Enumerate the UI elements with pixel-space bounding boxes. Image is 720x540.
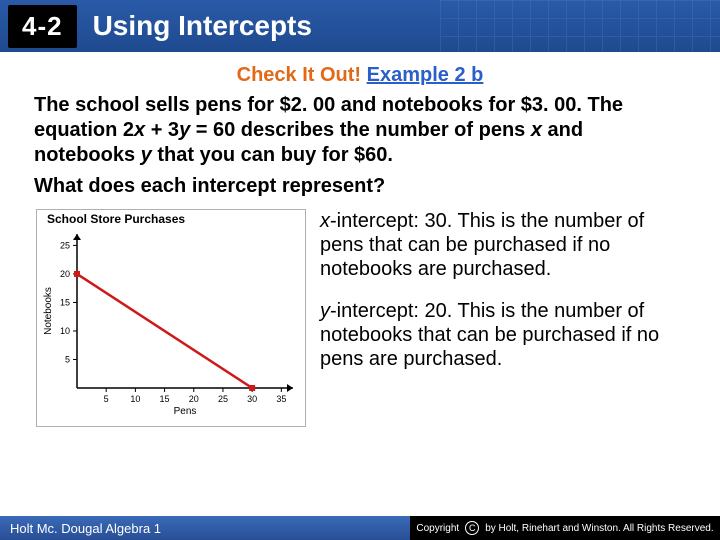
svg-text:5: 5 <box>65 354 70 364</box>
slide-footer: Holt Mc. Dougal Algebra 1 Copyright C by… <box>0 516 720 540</box>
slide-content: Check It Out! Example 2 b The school sel… <box>0 52 720 427</box>
y-intercept-text: -intercept: 20. This is the number of no… <box>320 300 659 370</box>
copyright-text: by Holt, Rinehart and Winston. All Right… <box>485 523 713 534</box>
check-it-out-heading: Check It Out! Example 2 b <box>30 64 690 87</box>
svg-text:Pens: Pens <box>174 406 197 417</box>
svg-text:25: 25 <box>218 394 228 404</box>
svg-text:25: 25 <box>60 240 70 250</box>
slide-title: Using Intercepts <box>93 10 312 42</box>
svg-text:15: 15 <box>160 394 170 404</box>
svg-text:10: 10 <box>60 326 70 336</box>
var-y: y <box>141 144 152 166</box>
var-x: x <box>531 119 542 141</box>
var-x: x <box>134 119 145 141</box>
problem-part: + 3 <box>145 119 179 141</box>
line-chart: 5 10 15 20 25 30 35 5 10 15 20 25 Pens Notebooks <box>41 228 301 418</box>
copyright-icon: C <box>465 521 479 535</box>
check-label: Check It Out! <box>237 64 361 86</box>
var-x: x <box>320 210 330 232</box>
slide-header: 4-2 Using Intercepts <box>0 0 720 52</box>
answers-block: x-intercept: 30. This is the number of p… <box>320 209 684 427</box>
copyright-label: Copyright <box>416 523 459 534</box>
svg-text:20: 20 <box>189 394 199 404</box>
question-text: What does each intercept represent? <box>34 174 686 199</box>
x-intercept-text: -intercept: 30. This is the number of pe… <box>320 210 644 280</box>
problem-part: that you can buy for $60. <box>152 144 393 166</box>
svg-text:15: 15 <box>60 297 70 307</box>
chart-title: School Store Purchases <box>41 212 301 226</box>
header-grid-decoration <box>440 0 720 52</box>
svg-text:30: 30 <box>247 394 257 404</box>
svg-text:20: 20 <box>60 269 70 279</box>
footer-brand: Holt Mc. Dougal Algebra 1 <box>0 516 410 540</box>
chart-container: School Store Purchases 5 10 15 20 25 30 35 5 10 1… <box>36 209 306 427</box>
var-y: y <box>179 119 190 141</box>
problem-part: = 60 describes the number of pens <box>190 119 531 141</box>
problem-text: The school sells pens for $2. 00 and not… <box>34 93 686 168</box>
svg-text:35: 35 <box>276 394 286 404</box>
y-intercept-answer: y-intercept: 20. This is the number of n… <box>320 299 684 371</box>
var-y: y <box>320 300 330 322</box>
example-label: Example 2 b <box>367 64 484 86</box>
svg-text:Notebooks: Notebooks <box>43 287 54 335</box>
chart-and-answers-row: School Store Purchases 5 10 15 20 25 30 35 5 10 1… <box>30 209 690 427</box>
footer-copyright: Copyright C by Holt, Rinehart and Winsto… <box>410 516 720 540</box>
x-intercept-answer: x-intercept: 30. This is the number of p… <box>320 209 684 281</box>
svg-text:5: 5 <box>104 394 109 404</box>
section-number-badge: 4-2 <box>8 5 77 48</box>
svg-text:10: 10 <box>130 394 140 404</box>
